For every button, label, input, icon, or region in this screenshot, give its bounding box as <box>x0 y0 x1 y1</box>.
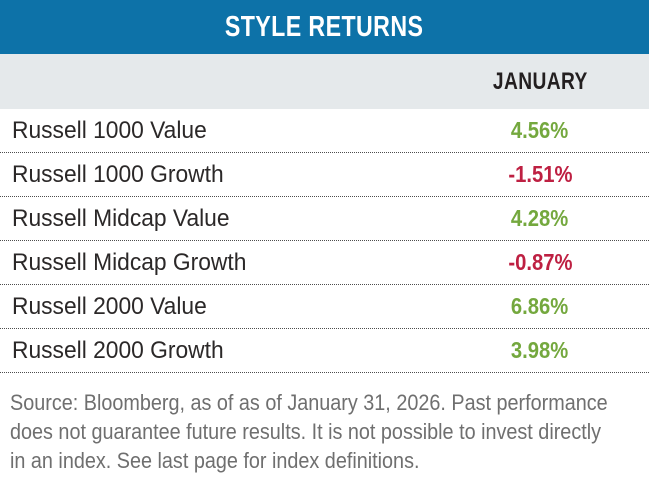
table-body: Russell 1000 Value 4.56% Russell 1000 Gr… <box>0 109 649 373</box>
source-note-line: Source: Bloomberg, as of as of January 3… <box>10 390 608 415</box>
table-row: Russell 2000 Growth 3.98% <box>0 329 649 373</box>
table-row: Russell Midcap Growth -0.87% <box>0 241 649 285</box>
table-row: Russell 1000 Growth -1.51% <box>0 153 649 197</box>
row-value: 4.56% <box>511 117 569 143</box>
row-label: Russell 2000 Growth <box>12 336 224 364</box>
table-row: Russell 1000 Value 4.56% <box>0 109 649 153</box>
source-note-line: in an index. See last page for index def… <box>10 448 420 473</box>
row-label: Russell Midcap Growth <box>12 248 247 276</box>
column-header-cell: JANUARY <box>480 68 600 96</box>
row-value: -0.87% <box>507 249 573 275</box>
column-header-bar: JANUARY <box>0 54 649 109</box>
table-row: Russell Midcap Value 4.28% <box>0 197 649 241</box>
row-label: Russell 1000 Growth <box>12 160 224 188</box>
row-value: -1.51% <box>507 161 573 187</box>
source-note: Source: Bloomberg, as of as of January 3… <box>10 388 649 475</box>
row-value: 3.98% <box>511 337 569 363</box>
row-value: 6.86% <box>511 293 569 319</box>
table-row: Russell 2000 Value 6.86% <box>0 285 649 329</box>
table-title-bar: STYLE RETURNS <box>0 0 649 54</box>
column-header-january: JANUARY <box>492 67 588 95</box>
table-title: STYLE RETURNS <box>225 10 424 43</box>
source-note-line: does not guarantee future results. It is… <box>10 419 602 444</box>
row-value: 4.28% <box>511 205 569 231</box>
row-label: Russell Midcap Value <box>12 204 230 232</box>
row-label: Russell 1000 Value <box>12 116 207 144</box>
row-label: Russell 2000 Value <box>12 292 207 320</box>
